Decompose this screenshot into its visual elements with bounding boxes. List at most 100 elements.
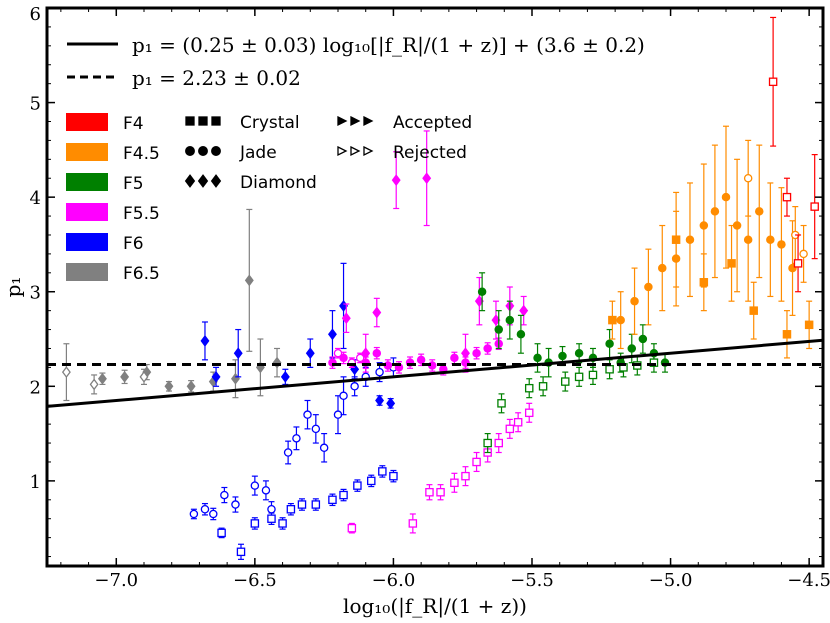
data-point — [810, 202, 819, 211]
data-point — [250, 519, 260, 528]
series-F5-5-square-open — [347, 402, 534, 534]
data-point — [450, 478, 459, 488]
data-point — [658, 263, 667, 273]
data-point — [333, 348, 343, 358]
data-point — [505, 424, 515, 434]
data-point — [408, 519, 418, 528]
marker-legend: Crystal Jade Diamond — [184, 113, 317, 193]
data-point — [644, 282, 653, 292]
data-point — [186, 380, 196, 393]
plot-area — [47, 16, 823, 560]
fit-dashed-legend-label: p₁ = 2.23 ± 0.02 — [132, 66, 301, 90]
data-point — [777, 240, 786, 249]
data-point — [267, 514, 276, 523]
data-point — [372, 348, 382, 358]
color-label-F6-5: F6.5 — [123, 264, 160, 284]
color-label-F5: F5 — [123, 174, 144, 194]
data-point — [350, 382, 359, 391]
data-point — [782, 330, 792, 339]
data-point — [341, 312, 351, 325]
data-point — [231, 500, 240, 509]
data-point — [267, 505, 276, 514]
jade-legend-marker — [198, 146, 208, 156]
data-point — [272, 356, 282, 369]
data-point — [327, 328, 337, 341]
data-point — [494, 438, 503, 448]
y-axis-label: p₁ — [1, 277, 25, 298]
data-point — [766, 235, 775, 244]
diamond-legend-marker — [197, 174, 209, 188]
accepted-legend-marker — [350, 115, 361, 127]
diamond-legend-marker — [210, 174, 222, 188]
series-F5-square-open — [483, 352, 659, 454]
data-point — [217, 528, 226, 538]
y-tick-label: 4 — [30, 188, 41, 209]
accepted-legend-marker — [363, 115, 374, 127]
data-point — [328, 495, 337, 505]
data-point — [505, 315, 515, 325]
data-point — [278, 519, 287, 528]
color-swatch-F4 — [66, 113, 108, 131]
color-swatch-F6-5 — [66, 263, 108, 281]
data-point — [799, 249, 808, 259]
data-point — [616, 315, 625, 325]
data-point — [333, 410, 343, 419]
data-point — [538, 382, 548, 391]
data-point — [732, 221, 742, 230]
data-point — [472, 348, 481, 358]
data-point — [89, 378, 99, 391]
data-point — [533, 353, 542, 363]
data-point — [280, 370, 290, 383]
color-label-F4: F4 — [123, 114, 144, 134]
data-point — [450, 353, 459, 363]
fit-line-legend: p₁ = (0.25 ± 0.03) log₁₀[|f_R|/(1 + z)] … — [67, 33, 645, 90]
data-point — [311, 424, 321, 434]
data-point — [391, 174, 401, 187]
data-point — [513, 417, 523, 427]
data-point — [497, 399, 506, 408]
x-axis-label: log₁₀(|f_R|/(1 + z)) — [343, 594, 527, 619]
data-point — [375, 367, 384, 377]
series-F5-5-circle-open — [333, 347, 365, 368]
accepted-legend-label: Accepted — [393, 113, 472, 133]
data-point — [519, 304, 529, 317]
data-point — [472, 457, 481, 467]
data-point — [649, 358, 659, 367]
rejected-legend-marker — [350, 145, 361, 157]
series-F4-5-square-filled — [608, 191, 814, 359]
color-legend: F4 F4.5 F5 F5.5 F6 F6.5 — [66, 113, 160, 284]
data-point — [386, 397, 396, 410]
data-point — [574, 348, 584, 358]
data-point — [483, 344, 492, 353]
data-point — [164, 380, 174, 393]
data-point — [605, 365, 614, 374]
data-point — [244, 274, 254, 287]
color-swatch-F4-5 — [66, 143, 108, 161]
color-swatch-F5-5 — [66, 203, 108, 221]
data-point — [286, 505, 296, 514]
data-point — [699, 278, 709, 287]
data-point — [189, 509, 199, 519]
data-point — [743, 235, 753, 244]
data-point — [671, 235, 681, 244]
data-point — [483, 438, 492, 448]
data-layer — [47, 16, 823, 560]
data-point — [804, 320, 814, 330]
y-tick-label: 3 — [30, 283, 41, 304]
data-point — [630, 296, 639, 306]
data-point — [97, 372, 107, 385]
data-point — [261, 486, 271, 495]
data-point — [524, 408, 534, 418]
rejected-legend-marker — [337, 145, 348, 157]
data-point — [524, 383, 534, 393]
data-point — [339, 490, 348, 500]
data-point — [477, 287, 487, 296]
data-point — [793, 259, 803, 268]
data-point — [120, 370, 130, 383]
rejected-legend-marker — [363, 145, 374, 157]
x-tick-label: −4.5 — [787, 570, 830, 591]
y-tick-label: 6 — [30, 4, 41, 25]
data-point — [353, 481, 362, 490]
color-label-F4-5: F4.5 — [123, 144, 160, 164]
data-point — [699, 221, 709, 230]
